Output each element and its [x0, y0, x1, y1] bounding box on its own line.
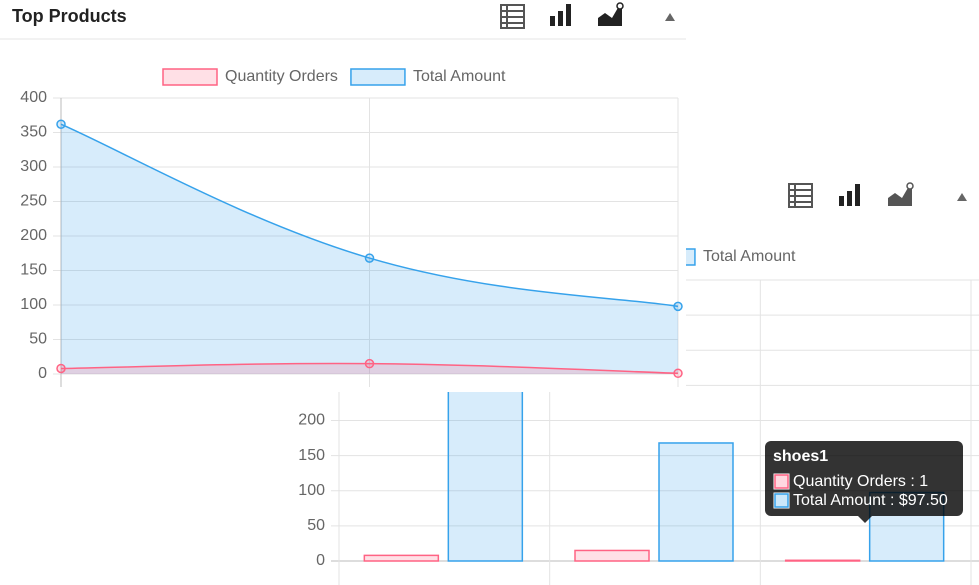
legend-label: Total Amount [413, 68, 506, 85]
bar [784, 559, 861, 562]
tooltip-line: Quantity Orders : 1 [793, 473, 928, 490]
y-tick-label: 50 [307, 517, 325, 534]
table-icon[interactable] [788, 183, 813, 208]
point [56, 119, 66, 129]
panel-title: Top Products [12, 6, 127, 26]
bar [363, 554, 440, 562]
table-icon[interactable] [500, 4, 525, 29]
toolbar [500, 2, 675, 29]
area-icon[interactable] [598, 2, 624, 26]
y-tick-label: 100 [20, 296, 47, 313]
bar-icon[interactable] [550, 4, 571, 26]
y-tick-label: 250 [20, 193, 47, 210]
y-tick-label: 200 [20, 227, 47, 244]
legend-swatch [350, 68, 406, 86]
collapse-icon[interactable] [957, 193, 967, 201]
point [364, 253, 375, 263]
y-tick-label: 300 [20, 158, 47, 175]
legend-label: Total Amount [703, 248, 796, 265]
y-tick-label: 50 [29, 331, 47, 348]
point [673, 301, 683, 312]
series-area [61, 124, 678, 374]
series-line [60, 123, 679, 308]
bar [574, 549, 650, 562]
tooltip-swatch [773, 473, 790, 490]
y-tick-label: 150 [298, 447, 325, 464]
tooltip-title: shoes1 [773, 448, 828, 465]
tooltip-swatch-color [774, 474, 789, 489]
tooltip-line: Total Amount : $97.50 [793, 492, 948, 509]
tooltip-swatch-color [774, 493, 789, 508]
collapse-icon[interactable] [665, 13, 675, 21]
y-tick-label: 350 [20, 124, 47, 141]
bar [658, 442, 734, 562]
y-tick-label: 150 [20, 262, 47, 279]
tooltip-swatch [773, 492, 790, 509]
point [673, 368, 683, 379]
legend-swatch [162, 68, 218, 86]
y-tick-label: 0 [316, 552, 325, 569]
y-tick-label: 400 [20, 89, 47, 106]
tooltip: shoes1 Quantity Orders : 1 Total Amount : … [765, 441, 963, 523]
point [364, 358, 375, 369]
line-panel: Top Products Quantity Orders Total Amount… [0, 0, 686, 392]
y-tick-label: 100 [298, 482, 325, 499]
area-icon[interactable] [888, 182, 914, 206]
tooltip-pointer [858, 516, 872, 523]
panel-bg [0, 0, 686, 392]
series-area [61, 363, 678, 374]
y-tick-label: 200 [298, 412, 325, 429]
series-line [60, 362, 679, 375]
toolbar [788, 182, 967, 208]
bar-icon[interactable] [839, 184, 860, 206]
legend-label: Quantity Orders [225, 68, 338, 85]
y-tick-label: 0 [38, 365, 47, 382]
point [56, 363, 66, 374]
tooltip-box [765, 441, 963, 516]
line-chart: Quantity Orders Total Amount 0 50 100 150 200 2… [20, 68, 683, 387]
